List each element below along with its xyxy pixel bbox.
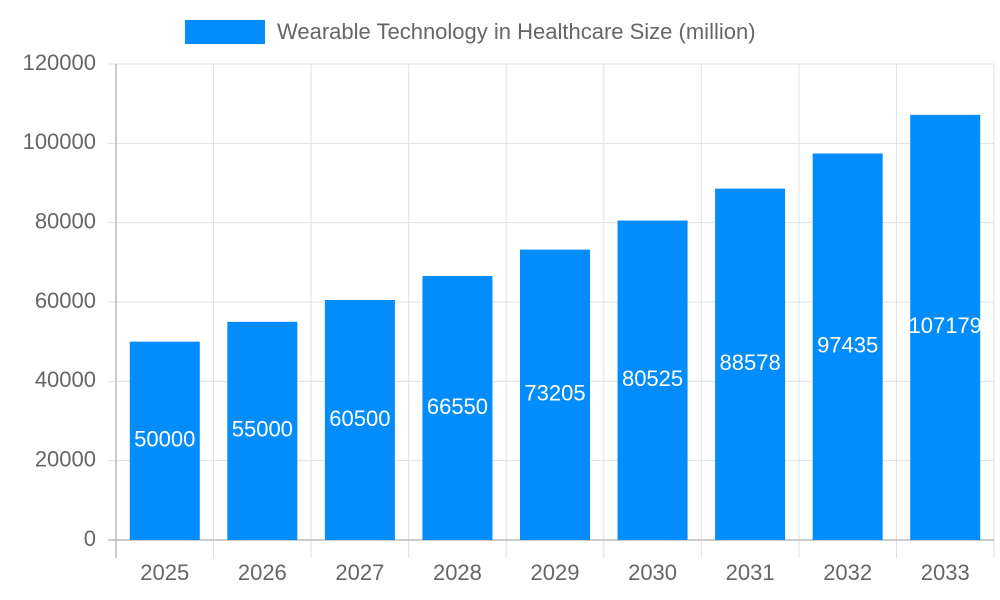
bar — [812, 153, 883, 541]
x-tick-label: 2027 — [335, 560, 384, 585]
y-tick-label: 80000 — [35, 208, 96, 233]
x-tick-label: 2029 — [531, 560, 580, 585]
data-label: 107179 — [909, 313, 982, 338]
data-label: 80525 — [622, 366, 683, 391]
data-label: 73205 — [524, 381, 585, 406]
x-tick-label: 2026 — [238, 560, 287, 585]
x-tick-label: 2033 — [921, 560, 970, 585]
x-tick-label: 2030 — [628, 560, 677, 585]
x-tick-label: 2025 — [140, 560, 189, 585]
bar — [910, 114, 981, 541]
data-label: 55000 — [232, 417, 293, 442]
data-label: 97435 — [817, 333, 878, 358]
bar — [715, 188, 786, 540]
legend-swatch[interactable] — [185, 20, 265, 44]
y-tick-label: 20000 — [35, 446, 96, 471]
x-tick-label: 2028 — [433, 560, 482, 585]
data-label: 60500 — [329, 406, 390, 431]
bar — [324, 300, 395, 540]
bar — [520, 249, 590, 540]
y-tick-label: 120000 — [23, 50, 96, 75]
y-tick-label: 0 — [84, 526, 96, 551]
x-tick-label: 2031 — [726, 560, 775, 585]
data-label: 66550 — [427, 394, 488, 419]
bar — [129, 341, 200, 540]
bar — [422, 276, 493, 540]
y-tick-label: 100000 — [23, 129, 96, 154]
bar — [227, 321, 298, 540]
x-tick-label: 2032 — [823, 560, 872, 585]
data-label: 88578 — [720, 350, 781, 375]
bar — [617, 220, 688, 540]
y-tick-label: 60000 — [35, 288, 96, 313]
y-tick-label: 40000 — [35, 367, 96, 392]
data-label: 50000 — [134, 427, 195, 452]
legend-label[interactable]: Wearable Technology in Healthcare Size (… — [277, 19, 756, 44]
